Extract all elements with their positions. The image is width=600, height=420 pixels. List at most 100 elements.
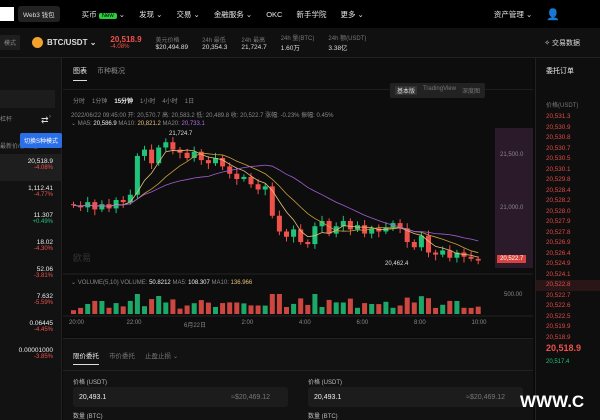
volume-bar — [205, 302, 211, 314]
web3-wallet-tab[interactable]: Web3 钱包 — [18, 6, 60, 22]
mode-button[interactable]: 模式 — [0, 35, 21, 50]
market-change: -3.81% — [33, 273, 53, 279]
x-tick: 2:00 — [241, 320, 254, 326]
volume-bar — [340, 302, 346, 314]
ask-price[interactable]: 20,528.0 — [546, 207, 571, 215]
ask-price[interactable]: 20,522.8 — [536, 280, 600, 291]
ask-price[interactable]: 20,522.6 — [546, 302, 571, 309]
buy-qty-label: 数量 (BTC) — [73, 414, 103, 420]
tab-market[interactable]: 市价委托 — [109, 353, 135, 360]
volume-bar — [418, 296, 424, 314]
tab-stop-label: 止盈止损 — [145, 353, 171, 360]
candle-body — [113, 200, 119, 209]
ask-price[interactable]: 20,522.7 — [546, 291, 571, 299]
volume-bar — [85, 304, 91, 314]
interval-option[interactable]: 1分钟 — [92, 99, 108, 105]
trade-data-button[interactable]: ✧ 交易数据 — [544, 39, 580, 47]
ask-price[interactable]: 20,531.3 — [546, 113, 571, 120]
interval-option[interactable]: 4小时 — [162, 99, 178, 105]
market-row[interactable]: 11.307 +0.49% — [0, 208, 61, 235]
ask-price[interactable]: 20,522.5 — [546, 312, 571, 320]
market-price: 18.02 — [36, 239, 53, 246]
candlestick-chart[interactable] — [63, 58, 533, 336]
ask-price[interactable]: 20,518.9 — [546, 333, 571, 341]
leverage-filter[interactable]: 杠杆 — [0, 117, 13, 123]
nav-finance[interactable]: 金融服务 ⌄ — [213, 9, 253, 19]
ask-price[interactable]: 20,527.8 — [546, 228, 571, 236]
tab-limit[interactable]: 限价委托 — [73, 350, 99, 365]
market-row[interactable]: 52.06 -3.81% — [0, 262, 61, 289]
candle-body — [262, 186, 268, 190]
ask-price[interactable]: 20,530.1 — [546, 165, 571, 173]
volume-bar — [383, 301, 389, 314]
interval-option[interactable]: 分时 — [73, 99, 86, 105]
market-sidebar: 杠杆 › 最新价/涨跌幅 20,518.9 -4.08% 1,112.41 -4.77%… — [0, 58, 62, 420]
market-change: -4.08% — [33, 165, 53, 171]
market-change: +0.49% — [32, 219, 53, 225]
ask-price[interactable]: 20,526.4 — [546, 249, 571, 257]
market-price: 20,518.9 — [27, 158, 53, 165]
volume-bar — [404, 297, 410, 314]
ask-price[interactable]: 20,528.2 — [546, 197, 571, 204]
buy-price-input[interactable]: 20,493.1 ≈$20,469.12 — [73, 387, 288, 407]
market-row[interactable]: 18.02 -4.30% — [0, 235, 61, 262]
market-row[interactable]: 1,112.41 -4.77% — [0, 181, 61, 208]
volume-bar — [454, 301, 460, 314]
list-header[interactable]: 最新价/涨跌幅 — [0, 144, 38, 150]
nav-okc[interactable]: OKC — [266, 9, 283, 19]
nav-buy[interactable]: 买币 New ⌄ — [81, 9, 126, 19]
switch-mode-icon[interactable]: ⇄ — [41, 115, 49, 125]
candle-body — [142, 149, 147, 156]
sell-price-input[interactable]: 20,493.1 ≈$20,469.12 — [308, 387, 523, 407]
market-row[interactable]: 0.06445 -4.45% — [0, 316, 61, 343]
volume-bar — [269, 294, 275, 314]
tab-overview[interactable]: 币种概况 — [97, 68, 125, 75]
user-icon[interactable]: 👤 — [546, 8, 560, 21]
tab-chart[interactable]: 图表 — [73, 66, 87, 81]
ask-price[interactable]: 20,530.5 — [546, 155, 571, 162]
candle-body — [397, 223, 403, 229]
ask-price[interactable]: 20,529.8 — [546, 176, 571, 183]
ask-price[interactable]: 20,519.9 — [546, 323, 571, 330]
nav-more[interactable]: 更多 ⌄ — [340, 9, 364, 19]
interval-option[interactable]: 15分钟 — [114, 99, 134, 105]
volume-bar — [369, 304, 375, 314]
x-tick: 6月22日 — [184, 323, 207, 329]
market-price: 52.06 — [36, 266, 53, 273]
ask-price[interactable]: 20,524.1 — [546, 270, 571, 278]
view-basic[interactable]: 基本版 — [394, 86, 417, 95]
nav-trade[interactable]: 交易 ⌄ — [176, 9, 200, 19]
nav-discover[interactable]: 发现 ⌄ — [139, 9, 163, 19]
ask-price[interactable]: 20,530.9 — [546, 123, 571, 131]
nav-academy[interactable]: 新手学院 — [296, 9, 327, 19]
ask-price[interactable]: 20,530.7 — [546, 144, 571, 152]
chevron-right-icon[interactable]: › — [49, 114, 51, 120]
tab-orders[interactable]: 委托订单 — [546, 68, 574, 75]
ma20-label: MA20: — [162, 121, 180, 127]
ask-price[interactable]: 20,526.9 — [546, 239, 571, 246]
ask-price[interactable]: 20,527.9 — [546, 218, 571, 225]
candle-body — [347, 221, 353, 230]
tooltip: 切换S种模式 — [20, 133, 63, 148]
ask-price[interactable]: 20,528.4 — [546, 186, 571, 194]
view-tradingview[interactable]: TradingView — [422, 86, 456, 92]
market-row[interactable]: 0.00001000 -3.85% — [0, 343, 61, 370]
pair-selector[interactable]: BTC/USDT ⌄ — [47, 38, 97, 47]
nav-assets[interactable]: 资产管理 ⌄ — [493, 9, 533, 19]
stat-label: 24h 最低 — [202, 37, 226, 44]
ask-price[interactable]: 20,524.9 — [546, 260, 571, 267]
market-row[interactable]: 20,518.9 -4.08% — [0, 154, 61, 181]
search-input[interactable] — [0, 90, 55, 108]
ask-price[interactable]: 20,530.8 — [546, 134, 571, 141]
tab-stop[interactable]: 止盈止损 ⌄ — [145, 353, 179, 360]
view-depth[interactable]: 深度图 — [461, 89, 480, 95]
candle-body — [191, 151, 197, 158]
market-row[interactable]: 7.632 -5.59% — [0, 289, 61, 316]
market-price: 11.307 — [33, 212, 53, 219]
exchange-tab[interactable] — [0, 7, 14, 21]
volume-info: ⌄ VOLUME(5,10) VOLUME: 50.8212 MA5: 108.… — [71, 280, 253, 286]
volume-bar — [241, 303, 247, 314]
interval-option[interactable]: 1日 — [184, 99, 195, 105]
nav-label: 交易 — [176, 9, 192, 19]
interval-option[interactable]: 1小时 — [140, 99, 156, 105]
